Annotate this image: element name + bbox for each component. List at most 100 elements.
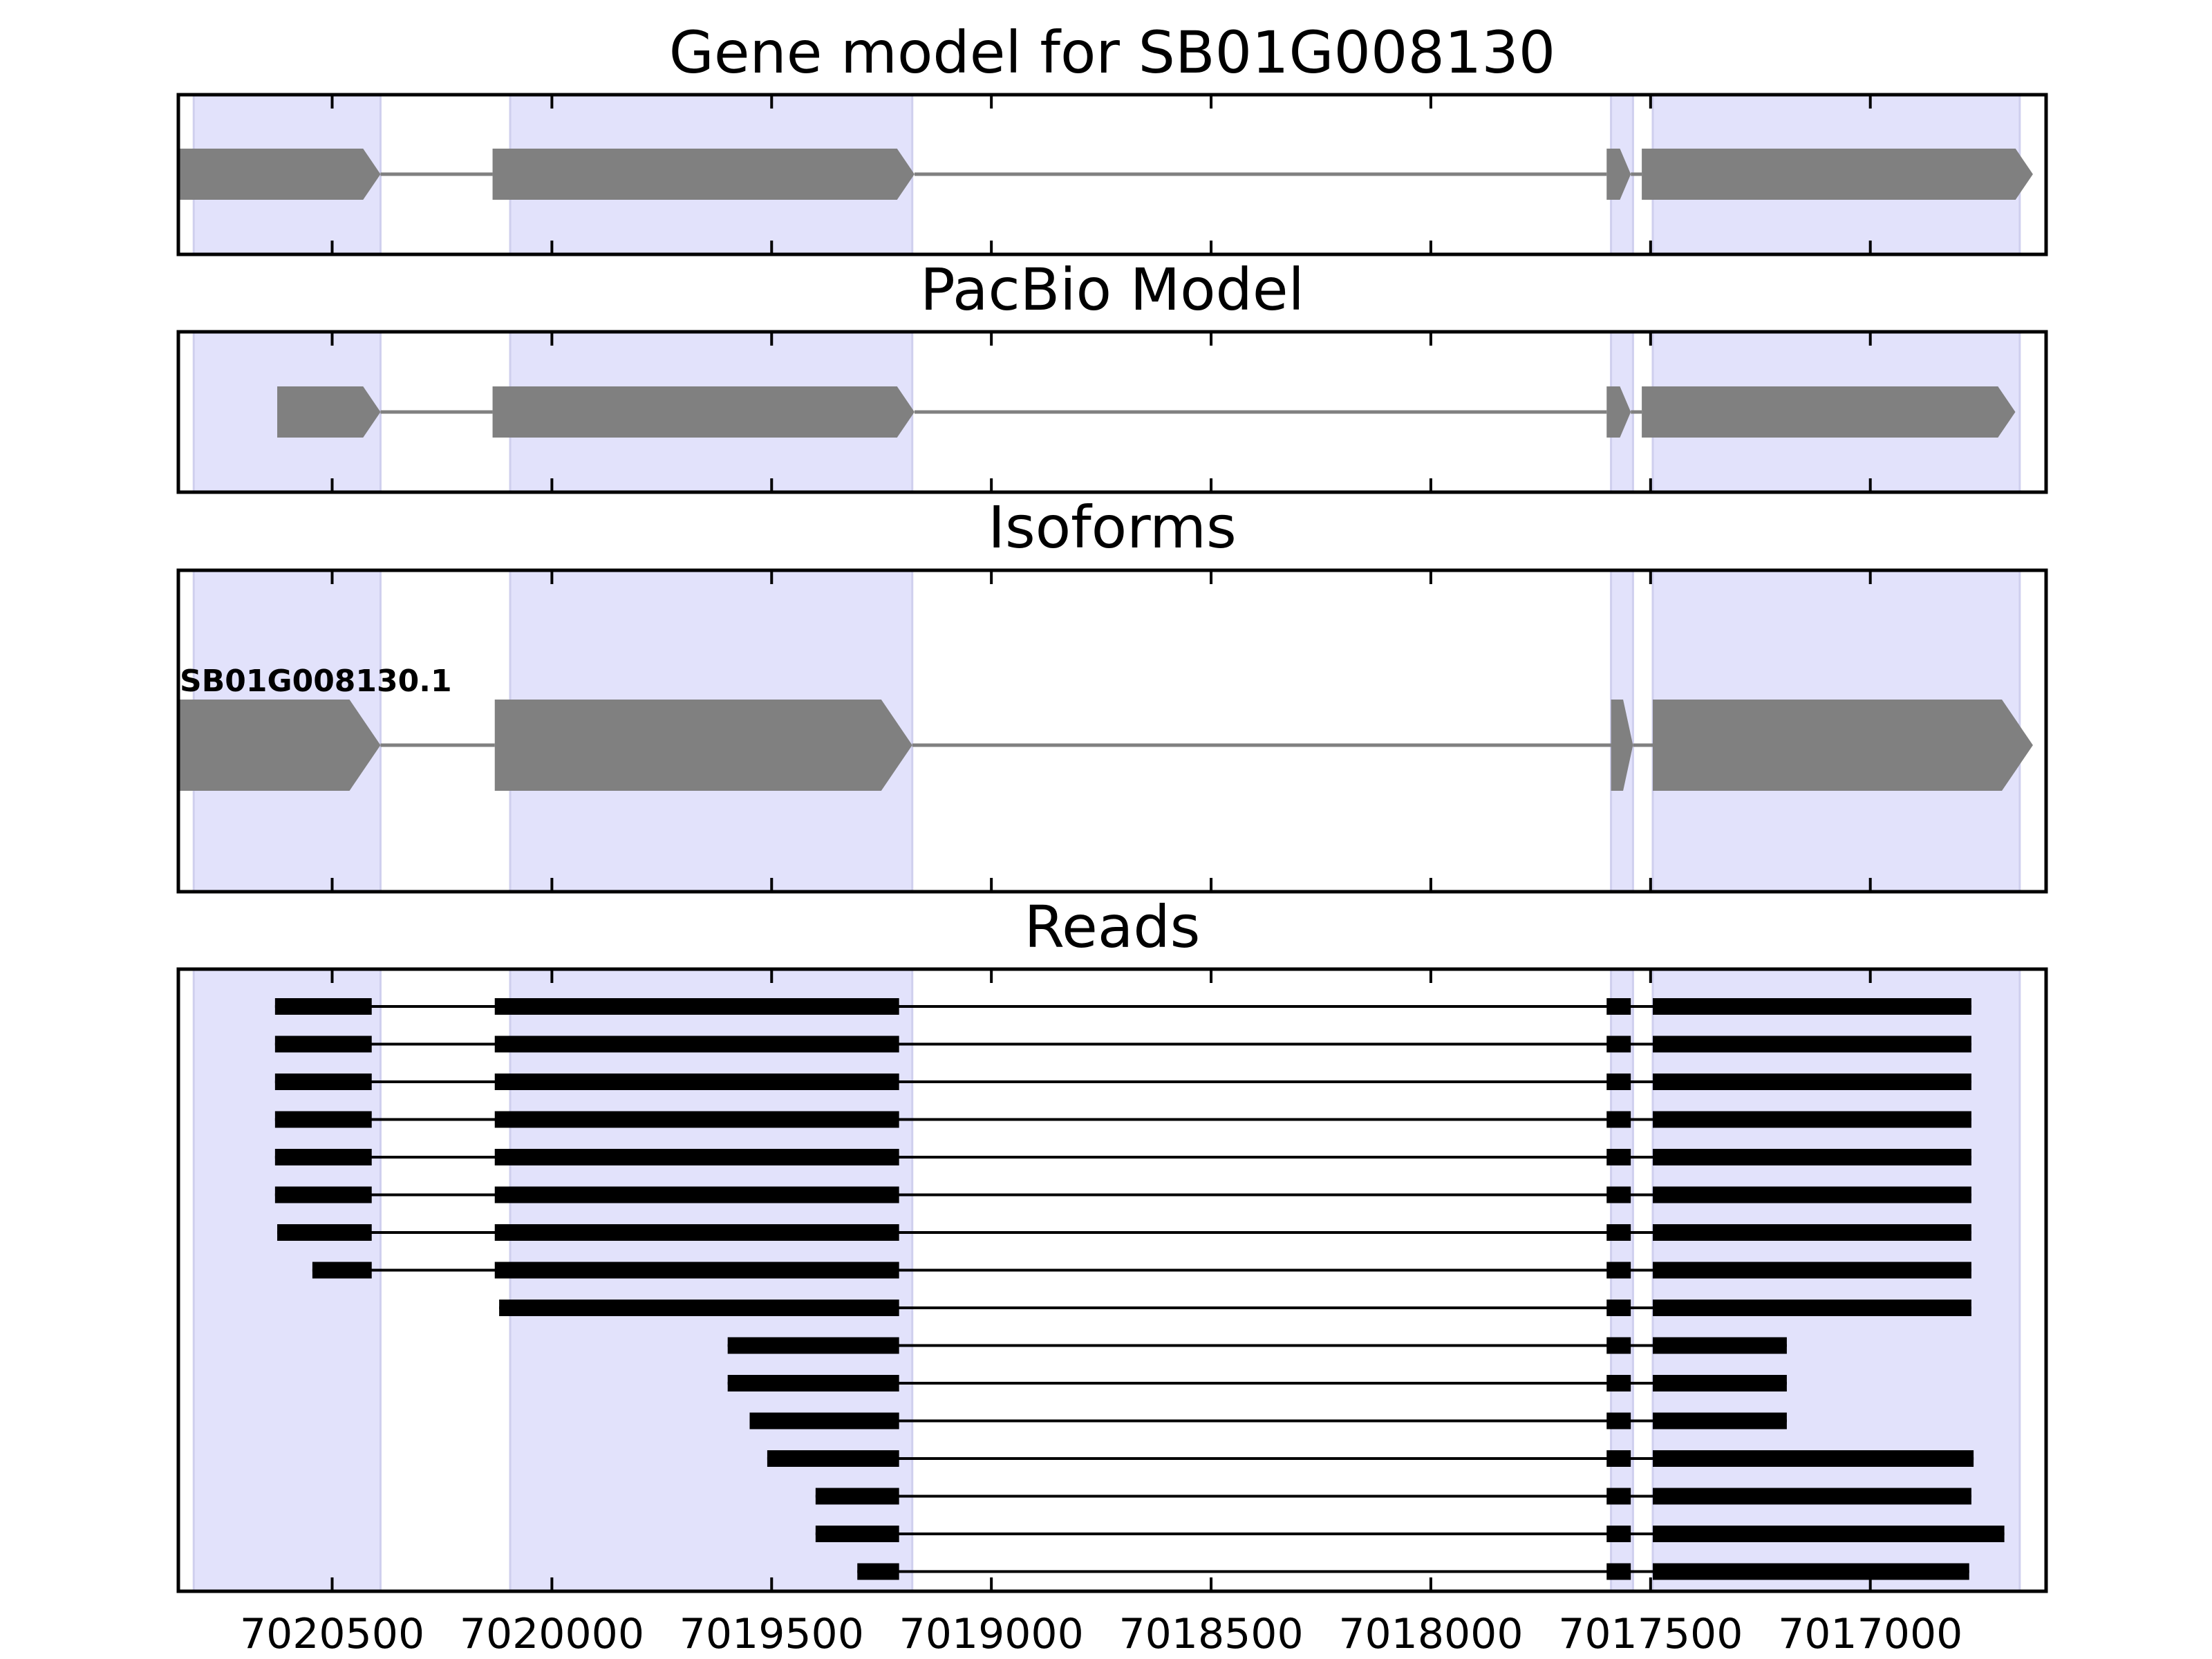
read-segment — [1652, 1262, 1971, 1279]
read-segment — [1606, 1074, 1631, 1090]
read-segment — [494, 1262, 899, 1279]
read-segment — [1606, 1186, 1631, 1203]
read-segment — [494, 1224, 899, 1241]
read-segment — [494, 998, 899, 1015]
read-segment — [494, 1111, 899, 1128]
read-row — [274, 1111, 1971, 1128]
panel-isoforms: Isoforms SB01G008130.1 — [176, 494, 2048, 894]
isoform-label: SB01G008130.1 — [180, 664, 452, 699]
axes-frame — [176, 568, 2048, 894]
read-segment — [1652, 1337, 1787, 1354]
read-row — [749, 1412, 1787, 1430]
x-tick-label: 7017000 — [1778, 1610, 1962, 1658]
read-row — [499, 1300, 1971, 1316]
feature-0: SB01G008130.1 — [178, 664, 2033, 791]
highlight-region-0 — [192, 968, 382, 1593]
exon-block — [492, 386, 915, 438]
x-tick-label: 7019500 — [679, 1610, 864, 1658]
x-tick-label: 7020500 — [240, 1610, 424, 1658]
read-segment — [1606, 1149, 1631, 1165]
read-segment — [1652, 1186, 1971, 1203]
exon-block — [492, 149, 915, 200]
panel-title: Gene model for SB01G008130 — [669, 19, 1555, 86]
read-segment — [274, 1035, 372, 1053]
read-segment — [767, 1450, 899, 1467]
read-segment — [1652, 1375, 1787, 1391]
read-segment — [1652, 998, 1971, 1015]
read-segment — [494, 1186, 899, 1203]
read-row — [727, 1337, 1787, 1354]
exon-block — [1652, 700, 2033, 791]
read-segment — [1606, 1488, 1631, 1505]
exon-block — [178, 700, 381, 791]
read-segment — [1606, 998, 1631, 1015]
read-segment — [494, 1149, 899, 1165]
feature-0 — [277, 386, 2016, 438]
read-row — [274, 1186, 1971, 1203]
read-segment — [1652, 1035, 1971, 1053]
read-segment — [1652, 1224, 1971, 1241]
x-tick-label: 7019000 — [899, 1610, 1084, 1658]
read-segment — [274, 998, 372, 1015]
read-segment — [1652, 1450, 1974, 1467]
read-row — [274, 998, 1971, 1015]
read-segment — [815, 1526, 899, 1542]
feature-0 — [178, 149, 2033, 200]
read-segment — [1606, 1375, 1631, 1391]
read-segment — [857, 1563, 899, 1580]
axes-frame — [176, 93, 2048, 256]
read-segment — [749, 1412, 899, 1430]
read-row — [277, 1224, 1971, 1241]
axes-frame — [176, 967, 2048, 1593]
read-segment — [312, 1262, 372, 1279]
read-segment — [1606, 1035, 1631, 1053]
read-row — [727, 1375, 1787, 1391]
read-segment — [277, 1224, 372, 1241]
read-segment — [274, 1186, 372, 1203]
x-tick-label: 7020000 — [460, 1610, 644, 1658]
x-tick-label: 7018500 — [1118, 1610, 1303, 1658]
read-segment — [494, 1074, 899, 1090]
read-row — [767, 1450, 1974, 1467]
read-row — [274, 1035, 1971, 1053]
x-tick-label: 7017500 — [1558, 1610, 1743, 1658]
axes-frame — [176, 330, 2048, 494]
exon-block — [1606, 386, 1631, 438]
read-segment — [1606, 1563, 1631, 1580]
read-segment — [1606, 1412, 1631, 1430]
exon-block — [494, 700, 912, 791]
read-segment — [1652, 1074, 1971, 1090]
read-segment — [1606, 1337, 1631, 1354]
exon-block — [1642, 386, 2016, 438]
read-segment — [1606, 1224, 1631, 1241]
read-segment — [1652, 1526, 2005, 1542]
read-row — [274, 1074, 1971, 1090]
panel-title: Isoforms — [988, 494, 1237, 561]
read-segment — [1652, 1412, 1787, 1430]
read-segment — [274, 1149, 372, 1165]
exon-block — [1642, 149, 2033, 200]
panel-title: PacBio Model — [920, 256, 1304, 324]
read-segment — [274, 1111, 372, 1128]
exon-block — [1611, 700, 1633, 791]
read-segment — [1652, 1300, 1971, 1316]
read-segment — [1606, 1450, 1631, 1467]
read-segment — [815, 1488, 899, 1505]
panel-pacbio-model: PacBio Model — [176, 256, 2048, 494]
read-row — [815, 1488, 1971, 1505]
read-segment — [1652, 1149, 1971, 1165]
read-segment — [494, 1035, 899, 1053]
highlight-region-1 — [509, 968, 914, 1593]
read-segment — [1606, 1300, 1631, 1316]
read-segment — [727, 1375, 899, 1391]
exon-block — [1606, 149, 1631, 200]
read-segment — [1652, 1488, 1971, 1505]
read-segment — [274, 1074, 372, 1090]
read-segment — [499, 1300, 899, 1316]
exon-block — [178, 149, 381, 200]
read-segment — [1652, 1111, 1971, 1128]
read-segment — [727, 1337, 899, 1354]
panel-gene-model: Gene model for SB01G008130 — [176, 19, 2048, 256]
highlight-region-2 — [1610, 968, 1634, 1593]
